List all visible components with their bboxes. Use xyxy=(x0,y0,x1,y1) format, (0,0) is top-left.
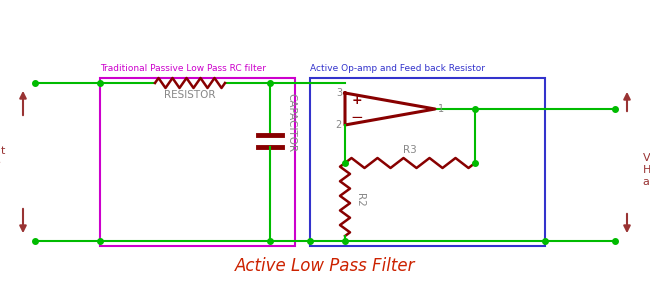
Bar xyxy=(310,78,545,246)
Text: Active Op-amp and Feed back Resistor: Active Op-amp and Feed back Resistor xyxy=(310,64,485,73)
Text: 3: 3 xyxy=(336,88,342,98)
Bar xyxy=(100,78,295,246)
Text: R3: R3 xyxy=(403,145,417,155)
Text: R2: R2 xyxy=(355,193,365,206)
Text: CAPACITOR: CAPACITOR xyxy=(286,93,296,153)
Text: Vin/Signal in at
low Amplitude: Vin/Signal in at low Amplitude xyxy=(0,146,5,168)
Text: 2: 2 xyxy=(336,120,342,130)
Text: RESISTOR: RESISTOR xyxy=(164,90,216,100)
Text: Active Low Pass Filter: Active Low Pass Filter xyxy=(235,257,415,275)
Text: Vout at
Higher Amplitude
and Low frequency: Vout at Higher Amplitude and Low frequen… xyxy=(643,153,650,186)
Text: +: + xyxy=(352,95,362,108)
Text: 1: 1 xyxy=(438,104,444,114)
Text: Traditional Passive Low Pass RC filter: Traditional Passive Low Pass RC filter xyxy=(100,64,266,73)
Text: −: − xyxy=(350,110,363,125)
